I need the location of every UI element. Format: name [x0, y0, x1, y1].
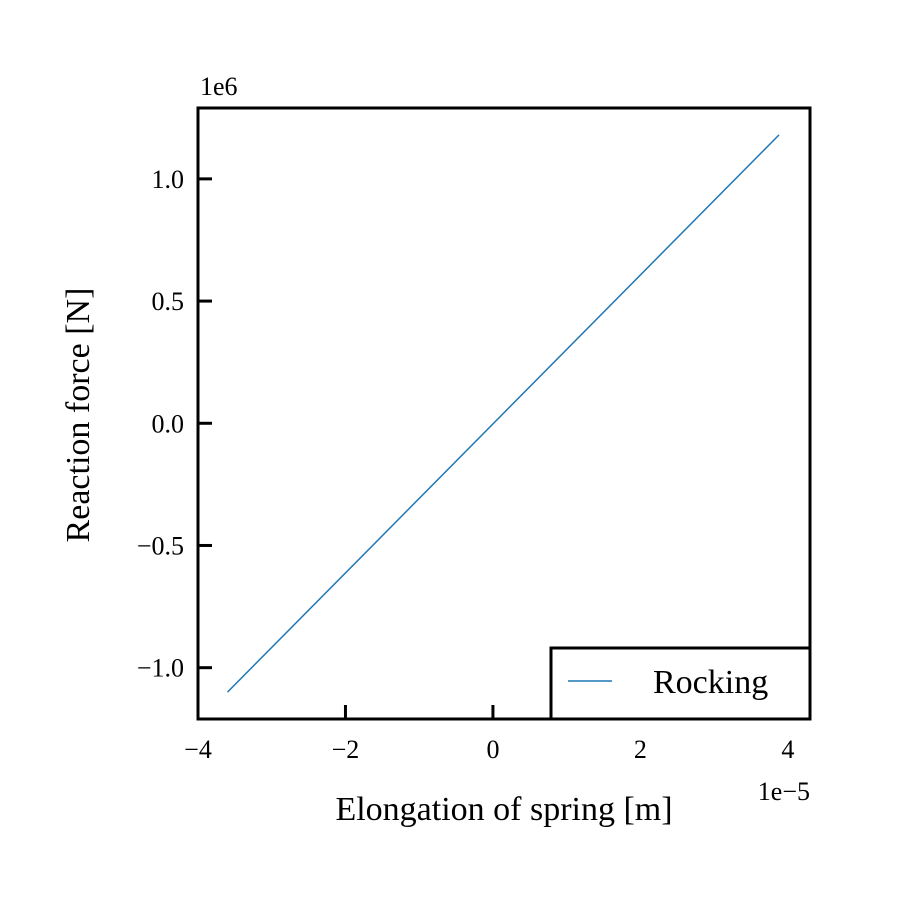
y-offset-label: 1e6 [200, 72, 238, 101]
y-axis-label: Reaction force [N] [60, 288, 97, 543]
legend: Rocking [549, 646, 812, 721]
y-tick-label: 1.0 [152, 165, 185, 194]
x-tick-label: 2 [634, 735, 647, 764]
y-tick-label: −0.5 [137, 531, 184, 560]
ticks-layer: −4 −2 0 2 4 −1.0 −0.5 0.0 0.5 1.0 [137, 165, 795, 764]
x-tick-label: −2 [332, 735, 360, 764]
y-tick-label: −1.0 [137, 654, 184, 683]
y-tick-label: 0.5 [152, 287, 185, 316]
x-tick-label: −4 [184, 735, 212, 764]
y-tick-label: 0.0 [152, 409, 185, 438]
x-axis-label: Elongation of spring [m] [335, 791, 672, 828]
series-layer [226, 134, 780, 693]
series-line-rocking [226, 134, 780, 693]
legend-box [549, 646, 812, 721]
legend-label-rocking: Rocking [653, 664, 768, 701]
x-tick-label: 0 [486, 735, 499, 764]
x-offset-label: 1e−5 [758, 777, 810, 806]
axes-frame [196, 106, 812, 721]
x-tick-label: 4 [781, 735, 794, 764]
